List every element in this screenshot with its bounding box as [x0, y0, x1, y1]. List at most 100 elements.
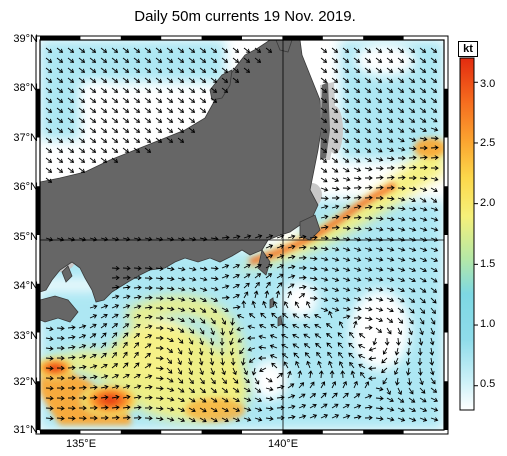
- current-arrow: [243, 387, 251, 393]
- current-arrow: [320, 392, 327, 399]
- current-arrow: [397, 97, 405, 103]
- current-arrow: [314, 333, 322, 339]
- current-arrow: [408, 97, 416, 103]
- current-arrow: [419, 327, 424, 336]
- current-arrow: [45, 405, 54, 411]
- current-arrow: [364, 247, 373, 252]
- current-arrow: [78, 167, 86, 173]
- current-arrow: [342, 137, 350, 143]
- current-arrow: [364, 277, 373, 282]
- current-arrow: [210, 407, 218, 413]
- current-arrow: [287, 290, 292, 299]
- current-arrow: [353, 215, 362, 221]
- current-arrow: [331, 247, 340, 252]
- current-arrow: [198, 347, 204, 356]
- current-arrow: [269, 334, 278, 339]
- current-arrow: [67, 395, 76, 401]
- current-arrow: [408, 407, 417, 413]
- current-arrow: [56, 87, 64, 93]
- current-arrow: [45, 137, 53, 143]
- current-arrow: [394, 347, 400, 356]
- current-arrow: [342, 57, 350, 63]
- current-arrow: [254, 377, 260, 385]
- current-arrow: [221, 317, 227, 325]
- current-arrow: [133, 294, 142, 300]
- current-arrow: [287, 394, 296, 399]
- current-arrow: [100, 384, 109, 390]
- current-arrow: [199, 47, 207, 53]
- current-arrow: [353, 393, 361, 399]
- current-arrow: [342, 185, 351, 191]
- current-arrow: [199, 287, 208, 292]
- current-arrow: [177, 107, 185, 113]
- current-arrow: [320, 381, 326, 389]
- current-arrow: [430, 387, 438, 393]
- current-arrow: [188, 77, 196, 83]
- current-arrow: [353, 315, 362, 321]
- current-arrow: [320, 297, 329, 302]
- current-arrow: [188, 297, 197, 302]
- current-arrow: [419, 77, 427, 83]
- current-arrow: [397, 146, 406, 152]
- current-arrow: [297, 370, 303, 379]
- current-arrow: [430, 107, 438, 113]
- current-arrow: [342, 257, 351, 262]
- current-arrow: [320, 256, 329, 262]
- current-arrow: [199, 77, 207, 83]
- current-arrow: [111, 384, 120, 390]
- current-arrow: [166, 367, 173, 374]
- current-arrow: [199, 276, 208, 282]
- current-arrow: [397, 47, 405, 53]
- current-arrow: [309, 245, 318, 251]
- current-arrow: [188, 47, 196, 53]
- current-arrow: [430, 127, 439, 132]
- current-arrow: [364, 195, 373, 201]
- current-arrow: [89, 87, 97, 93]
- current-arrow: [45, 77, 53, 83]
- current-arrow: [298, 245, 307, 250]
- current-arrow: [111, 351, 117, 359]
- current-arrow: [166, 316, 175, 322]
- current-arrow: [254, 57, 262, 63]
- current-arrow: [111, 313, 119, 319]
- current-arrow: [210, 307, 218, 313]
- current-arrow: [67, 127, 75, 133]
- current-arrow: [419, 417, 428, 422]
- current-arrow: [67, 87, 75, 93]
- current-arrow: [100, 117, 108, 123]
- current-arrow: [78, 117, 86, 123]
- current-arrow: [320, 277, 329, 282]
- current-arrow: [210, 327, 215, 336]
- current-arrow: [408, 165, 417, 170]
- current-arrow: [144, 97, 152, 103]
- current-arrow: [67, 67, 75, 73]
- current-arrow: [386, 387, 391, 396]
- current-arrow: [408, 317, 414, 325]
- current-arrow: [430, 317, 436, 325]
- colorbar-tick-label-0-5: 0.5: [480, 378, 496, 390]
- current-arrow: [177, 317, 185, 323]
- current-arrow: [331, 225, 340, 231]
- current-arrow: [89, 304, 98, 310]
- current-arrow: [331, 195, 340, 201]
- current-arrow: [122, 313, 130, 319]
- current-arrow: [230, 357, 236, 366]
- current-arrow: [331, 87, 339, 93]
- current-arrow: [292, 333, 300, 339]
- current-arrow: [122, 127, 130, 133]
- current-arrow: [155, 386, 164, 391]
- current-arrow: [386, 47, 394, 53]
- current-arrow: [188, 347, 193, 356]
- current-arrow: [89, 157, 97, 163]
- current-arrow: [320, 77, 328, 83]
- current-arrow: [199, 327, 205, 335]
- current-arrow: [155, 315, 164, 321]
- current-arrow: [303, 313, 311, 319]
- current-arrow: [375, 257, 384, 262]
- current-arrow: [45, 47, 53, 53]
- current-arrow: [430, 297, 437, 304]
- current-arrow: [264, 290, 270, 299]
- current-arrow: [430, 197, 438, 203]
- current-arrow: [177, 47, 185, 53]
- current-arrow: [144, 57, 152, 63]
